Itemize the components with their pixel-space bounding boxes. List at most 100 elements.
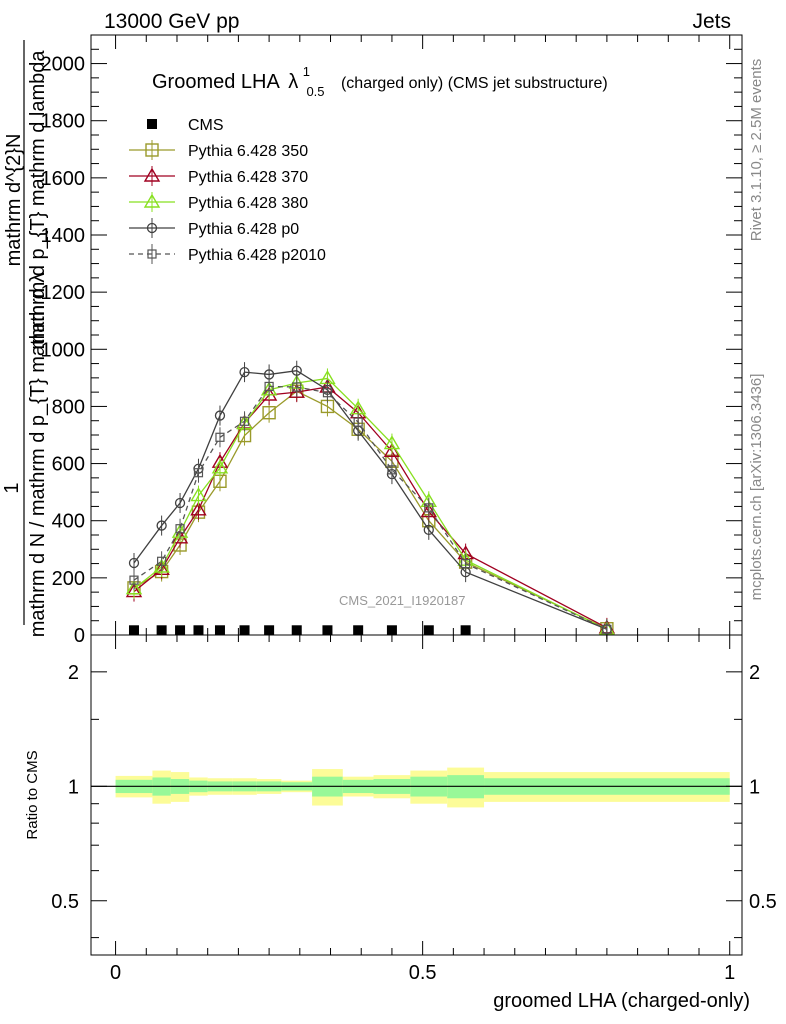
legend-marker: [146, 222, 158, 234]
series-marker: [193, 468, 204, 478]
ratio-panel: 0.5 0.5 1 1 2 2 0 0.5 1 Ratio to CMS: [24, 634, 777, 984]
y-tick-label: 1000: [41, 339, 86, 361]
series-marker: [264, 381, 274, 392]
legend-label: Pythia 6.428 370: [188, 169, 308, 186]
legend-item: Pythia 6.428 p2010: [129, 244, 326, 264]
title-main: Groomed LHA: [152, 71, 280, 93]
main-x-ticks: [115, 35, 731, 635]
series-marker: [292, 382, 302, 392]
series-marker: [322, 388, 333, 398]
legend-marker: [143, 193, 161, 208]
series-marker: [383, 435, 401, 450]
x-axis-label: groomed LHA (charged-only): [493, 990, 750, 1012]
cms-data-point: [175, 625, 186, 636]
legend-item: Pythia 6.428 p0: [129, 218, 299, 238]
series-marker: [214, 410, 226, 421]
header-jets-label: Jets: [692, 10, 731, 33]
series-marker: [174, 497, 186, 509]
title-lambda: λ: [288, 71, 298, 93]
series-line: [133, 370, 608, 630]
series-marker: [423, 524, 434, 536]
cms-data-point: [156, 625, 167, 636]
y-tick-label: 2000: [41, 54, 86, 76]
series-marker: [215, 432, 225, 442]
ratio-x-ticks: 0 0.5 1: [110, 635, 735, 984]
series-marker: [239, 366, 250, 378]
cms-data-point: [423, 625, 434, 636]
legend-item: Pythia 6.428 350: [129, 140, 308, 160]
series-marker: [128, 557, 140, 569]
legend-item: Pythia 6.428 380: [129, 192, 308, 212]
series-marker: [156, 520, 167, 531]
series-marker: [291, 365, 302, 376]
cms-data-point: [322, 625, 333, 636]
cms-data-point: [128, 625, 139, 636]
cms-data-point: [460, 625, 471, 636]
x-tick-label: 1: [724, 962, 735, 984]
ratio-y-label: Ratio to CMS: [24, 750, 41, 839]
legend-label: Pythia 6.428 350: [188, 143, 308, 160]
y-tick-label: 200: [52, 568, 85, 590]
series-marker: [387, 465, 397, 475]
ratio-tick-label-right: 2: [749, 662, 760, 684]
y-axis-label: mathrm d^{2}N mathrm d p_{T} mathrm d la…: [1, 40, 49, 637]
cms-data-point: [291, 625, 302, 636]
legend-item: Pythia 6.428 370: [129, 166, 308, 186]
cms-data-point: [264, 625, 275, 636]
ratio-tick-label-right: 1: [749, 776, 760, 798]
header-energy-label: 13000 GeV pp: [104, 10, 239, 33]
plot-title: Groomed LHA λ 1 0.5 (charged only) (CMS …: [152, 63, 608, 100]
y-tick-label: 0: [74, 625, 85, 647]
y-tick-label: 1600: [41, 168, 86, 190]
main-y-ticks: 0 200 400 600 800 1000 1200 1400 1600 1800 2000: [41, 34, 742, 647]
legend-label: Pythia 6.428 p2010: [188, 247, 326, 264]
legend-label: Pythia 6.428 380: [188, 195, 308, 212]
series-marker: [175, 524, 185, 534]
ratio-tick-label: 1: [68, 776, 79, 798]
ratio-bands: [115, 767, 730, 808]
legend-marker: [145, 143, 159, 157]
ylabel-denominator: mathrm d N / mathrm d p_{T} mathrm d λ: [27, 273, 49, 638]
legend-marker: [147, 249, 157, 259]
series-marker: [129, 575, 139, 585]
series-marker: [190, 487, 207, 502]
main-panel: 0 200 400 600 800 1000 1200 1400 1600 1800 2000 Gr…: [41, 34, 743, 647]
y-tick-label: 600: [52, 454, 85, 476]
y-tick-label: 1200: [41, 282, 86, 304]
series-marker: [190, 501, 207, 516]
y-tick-label: 800: [52, 396, 85, 418]
ratio-frame: [90, 634, 743, 956]
analysis-label: CMS_2021_I1920187: [339, 593, 466, 608]
series-marker: [424, 503, 434, 513]
ratio-tick-label: 2: [68, 662, 79, 684]
legend: CMS Pythia 6.428 350 Pythia 6.428 370 Pythi…: [129, 117, 326, 264]
series-marker: [262, 406, 276, 420]
series-line: [133, 377, 608, 630]
legend-label: CMS: [188, 117, 224, 134]
cms-points: [128, 625, 471, 636]
ylabel-top-numerator: mathrm d^{2}N: [3, 134, 25, 267]
title-subscript: 0.5: [306, 84, 324, 99]
main-series: [125, 360, 616, 640]
rivet-version-label: Rivet 3.1.10, ≥ 2.5M events: [748, 59, 765, 242]
series-marker: [353, 417, 363, 427]
cms-data-point: [239, 625, 250, 636]
series-marker: [239, 416, 250, 426]
series-marker: [383, 442, 401, 457]
series-marker: [211, 459, 229, 474]
series-marker: [157, 556, 167, 566]
ratio-tick-label: 0.5: [51, 891, 79, 913]
mcplots-label: mcplots.cern.ch [arXiv:1306.3436]: [748, 374, 765, 601]
x-tick-label: 0: [110, 962, 121, 984]
legend-label: Pythia 6.428 p0: [188, 221, 299, 238]
ratio-tick-label-right: 0.5: [749, 891, 777, 913]
cms-data-point: [353, 625, 364, 636]
series-marker: [602, 624, 612, 634]
series-marker: [125, 580, 143, 595]
y-tick-label: 1400: [41, 225, 86, 247]
cms-data-point: [214, 625, 225, 636]
series-marker: [153, 558, 170, 573]
legend-item: CMS: [147, 117, 224, 134]
cms-data-point: [386, 625, 397, 636]
